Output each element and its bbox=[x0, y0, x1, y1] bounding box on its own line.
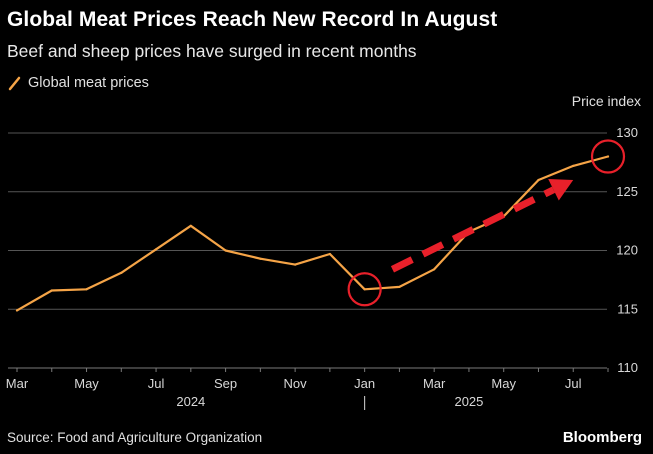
data-point bbox=[15, 309, 19, 312]
data-point bbox=[537, 178, 540, 182]
annotations bbox=[347, 139, 626, 307]
x-tick-label: May bbox=[491, 376, 516, 391]
bloomberg-logo: Bloomberg bbox=[562, 429, 642, 446]
data-point bbox=[85, 288, 88, 291]
chart-title: Global Meat Prices Reach New Record In A… bbox=[7, 8, 498, 31]
data-point bbox=[50, 289, 53, 292]
legend: Global meat prices bbox=[7, 75, 149, 91]
y-tick-label: 110 bbox=[617, 360, 638, 375]
data-point bbox=[224, 249, 227, 252]
series bbox=[15, 155, 610, 312]
legend-line-icon bbox=[8, 76, 21, 90]
y-axis: 110 115 120 125 130 bbox=[616, 125, 638, 375]
x-tick-label: Mar bbox=[423, 376, 446, 391]
x-tick-label: Jul bbox=[565, 376, 582, 391]
y-tick-label: 130 bbox=[616, 125, 638, 140]
x-tick-label: May bbox=[74, 376, 99, 391]
data-point bbox=[154, 248, 158, 251]
annotation-circle-low bbox=[347, 272, 382, 307]
y-tick-label: 115 bbox=[617, 301, 638, 316]
data-point bbox=[606, 155, 610, 158]
x-year-label: 2024 bbox=[176, 394, 205, 409]
y-tick-label: 125 bbox=[616, 184, 638, 199]
data-point bbox=[189, 224, 192, 227]
x-tick-label: Jul bbox=[148, 376, 165, 391]
data-point bbox=[259, 257, 262, 260]
annotation-circle-record bbox=[590, 139, 626, 174]
data-point bbox=[572, 164, 575, 167]
x-tick-label: Sep bbox=[214, 376, 237, 391]
series-line-global-meat-prices bbox=[15, 155, 610, 312]
source-note: Source: Food and Agriculture Organizatio… bbox=[7, 430, 263, 445]
x-tick-label: Mar bbox=[6, 376, 29, 391]
data-point bbox=[328, 252, 331, 256]
x-year-label: 2025 bbox=[454, 394, 483, 409]
y-tick-label: 120 bbox=[616, 243, 638, 258]
data-point bbox=[363, 288, 366, 291]
data-point bbox=[433, 268, 436, 271]
chart-subtitle: Beef and sheep prices have surged in rec… bbox=[7, 41, 417, 61]
y-axis-label: Price index bbox=[571, 93, 641, 109]
x-tick-label: Jan bbox=[354, 376, 375, 391]
data-point bbox=[294, 263, 297, 266]
annotation-arrow-shaft bbox=[390, 186, 556, 273]
data-point bbox=[398, 285, 401, 289]
x-tick-label: Nov bbox=[284, 376, 308, 391]
annotation-arrow-head bbox=[548, 179, 574, 201]
gridlines bbox=[8, 132, 607, 369]
x-axis: Mar May Jul Sep Nov Jan Mar May Jul 2024 2025 bbox=[6, 368, 609, 410]
legend-label: Global meat prices bbox=[28, 75, 149, 91]
data-point bbox=[120, 271, 123, 274]
